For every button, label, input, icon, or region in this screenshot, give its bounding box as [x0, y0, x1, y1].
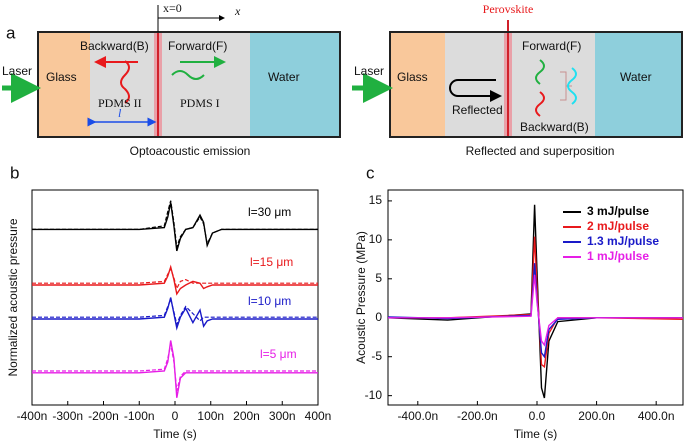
data-line — [32, 297, 318, 331]
y-tick-label: 10 — [369, 232, 383, 246]
backward-label: Backward(B) — [80, 39, 149, 53]
axis-label: x — [234, 4, 241, 18]
series-label: l=5 μm — [260, 347, 297, 361]
backward-label: Backward(B) — [520, 120, 589, 134]
x-tick-label: -200n — [88, 409, 119, 423]
x-tick-label: -200.0n — [457, 409, 498, 423]
x-axis-title: Time (s) — [514, 427, 558, 441]
series-label: l=10 μm — [248, 294, 291, 308]
series-label: l=15 μm — [250, 255, 293, 269]
origin-label: x=0 — [163, 1, 182, 15]
pdms1-label: PDMS I — [180, 96, 220, 110]
y-tick-label: 0 — [375, 310, 382, 324]
legend-label: 1 mJ/pulse — [587, 249, 649, 263]
forward-label: Forward(F) — [168, 39, 227, 53]
x-tick-label: 300n — [269, 409, 296, 423]
caption: Reflected and superposition — [466, 144, 615, 158]
x-tick-label: -100n — [124, 409, 155, 423]
laser-label: Laser — [2, 64, 32, 78]
y-tick-label: 15 — [369, 193, 383, 207]
simulated-line — [32, 267, 318, 291]
data-line — [32, 202, 318, 252]
thickness-label: l — [118, 106, 122, 120]
plot-frame — [387, 189, 684, 406]
x-tick-label: 200n — [233, 409, 260, 423]
y-tick-label: -5 — [371, 349, 382, 363]
diagram-right: Perovskite Laser Glass Water Forward(F) … — [352, 2, 683, 158]
glass-label: Glass — [46, 70, 77, 84]
x-tick-label: 200.0n — [578, 409, 615, 423]
pdms2-label: PDMS II — [98, 96, 142, 110]
legend-label: 3 mJ/pulse — [587, 204, 649, 218]
water-label: Water — [620, 70, 652, 84]
x-tick-label: 0 — [172, 409, 179, 423]
legend-label: 1.3 mJ/pulse — [587, 234, 659, 248]
x-tick-label: 400.0n — [638, 409, 675, 423]
panel-label: b — [10, 163, 19, 182]
panel-label: a — [6, 23, 16, 42]
perovskite-label: Perovskite — [483, 2, 534, 16]
data-line — [388, 274, 683, 347]
y-tick-label: -10 — [365, 388, 383, 402]
simulated-line — [32, 343, 318, 391]
x-tick-label: 100n — [197, 409, 224, 423]
x-axis-title: Time (s) — [153, 427, 197, 441]
data-line — [32, 340, 318, 398]
x-tick-label: 0.0 — [529, 409, 546, 423]
panel-label: c — [366, 163, 375, 182]
x-tick-label: -400n — [17, 409, 48, 423]
x-tick-label: -300n — [52, 409, 83, 423]
series-label: l=30 μm — [248, 205, 291, 219]
glass-label: Glass — [397, 70, 428, 84]
laser-label: Laser — [354, 64, 384, 78]
y-axis-title: Acoustic Pressure (MPa) — [354, 231, 368, 364]
caption: Optoacoustic emission — [130, 144, 251, 158]
data-line — [32, 264, 318, 296]
diagram-left: a x=0 x Laser Glass Water Backward(B) Fo… — [2, 1, 341, 158]
x-tick-label: -400.0n — [397, 409, 438, 423]
y-axis-title: Normalized acoustic pressure — [6, 218, 20, 376]
x-tick-label: 400n — [305, 409, 332, 423]
forward-label: Forward(F) — [522, 39, 581, 53]
water-label: Water — [268, 70, 300, 84]
reflected-label: Reflected — [452, 103, 503, 117]
legend-label: 2 mJ/pulse — [587, 219, 649, 233]
y-tick-label: 5 — [375, 271, 382, 285]
